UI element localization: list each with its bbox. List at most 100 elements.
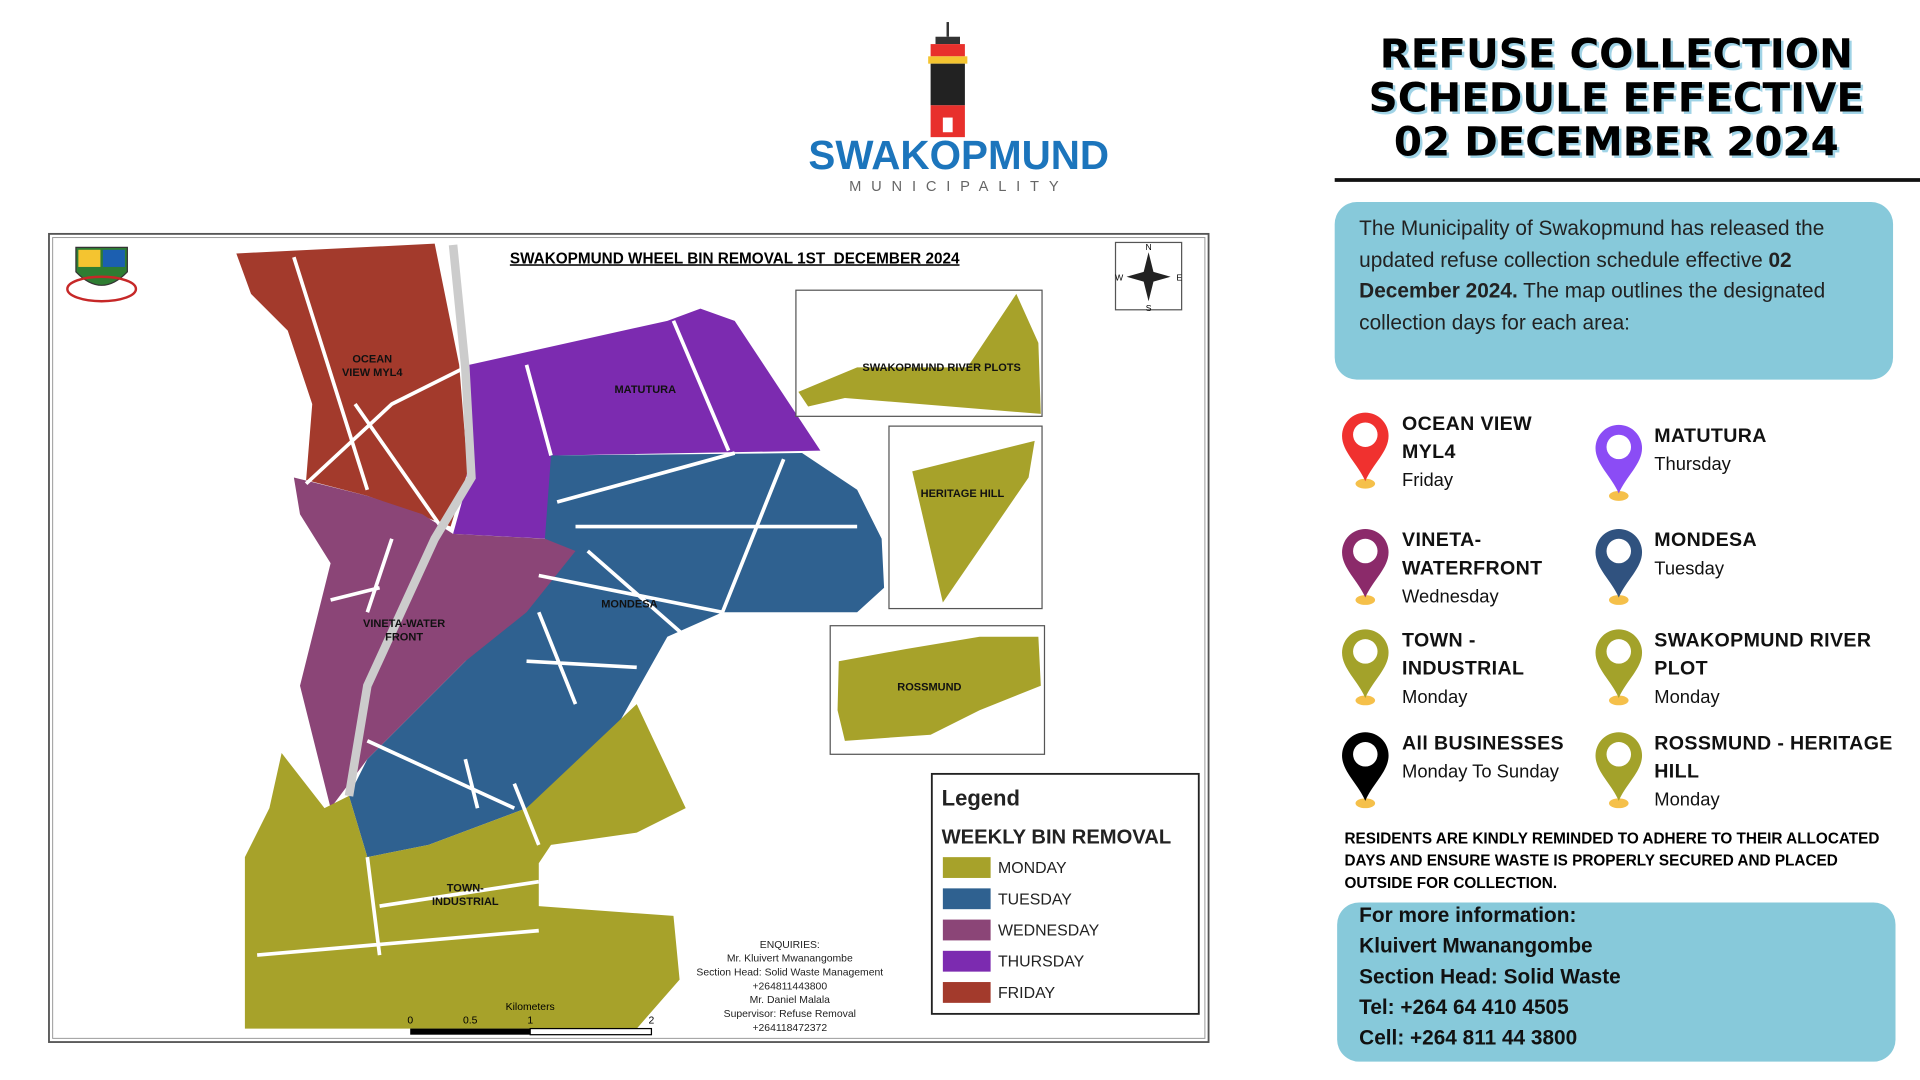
legend-swatch [942,950,991,972]
schedule-entry: SWAKOPMUND RIVER PLOT Monday [1654,627,1917,711]
logo-subtitle: MUNICIPALITY [849,179,1068,195]
collection-day: Tuesday [1654,558,1725,580]
area-label: ROSSMUND [897,682,961,694]
pin [1342,629,1389,706]
compass-letter: E [1176,272,1182,282]
intro-date: 02 December 2024. [1359,247,1792,303]
scale-tick-label: 1 [527,1016,533,1027]
schedule-text: TOWN - INDUSTRIAL Monday [1402,627,1580,711]
area-name: ROSSMUND - HERITAGE HILL [1654,733,1893,783]
compass-letter: W [1115,272,1124,282]
area-label: MATUTURA [615,384,677,396]
area-name: MONDESA [1654,530,1758,552]
schedule-text: OCEAN VIEW MYL4 Friday [1402,410,1580,494]
legend-label: FRIDAY [998,985,1056,1002]
pin-base [1355,798,1376,809]
pin-marker [1342,412,1389,482]
pin [1595,629,1643,706]
area-label: MONDESA [601,598,657,610]
intro: The Municipality of Swakopmund has relea… [1359,213,1879,338]
contact-line: Cell: +264 811 44 3800 [1359,1026,1577,1049]
enquiry-line: Supervisor: Refuse Removal [724,1009,856,1020]
pin-hole [1353,422,1378,447]
main-road [344,244,476,797]
schedule-text: ROSSMUND - HERITAGE HILL Monday [1654,730,1917,814]
collection-day: Friday [1402,470,1454,492]
schedule-text: MATUTURA Thursday [1654,422,1917,478]
area-label: VIEW MYL4 [342,367,403,379]
collection-day: Thursday [1654,454,1731,476]
road [256,256,858,957]
collection-day: Wednesday [1402,586,1499,608]
logo-icon [928,22,968,138]
crest [66,246,138,303]
enquiry-line: Mr. Kluivert Mwanangombe [727,954,853,965]
pin-base [1608,798,1629,809]
schedule-text: MONDESA Tuesday [1654,527,1917,583]
area-name: SWAKOPMUND RIVER PLOT [1654,630,1872,680]
area-label: TOWN- [447,882,484,894]
pin-hole [1353,538,1378,564]
pin [1595,732,1643,809]
enquiry-line: ENQUIRIES: [760,940,820,951]
reminder: RESIDENTS ARE KINDLY REMINDED TO ADHERE … [1344,830,1879,891]
schedule-text: SWAKOPMUND RIVER PLOT Monday [1654,627,1917,711]
area-name: MATUTURA [1654,426,1767,447]
pin-marker [1342,528,1389,598]
schedule-entry: OCEAN VIEW MYL4 Friday [1402,410,1580,494]
pin-base [1608,595,1629,605]
schedule-entry: MATUTURA Thursday [1654,422,1917,478]
contact-line: Section Head: Solid Waste [1359,965,1621,988]
area-label: HERITAGE HILL [921,488,1005,500]
contact-line: Tel: +264 64 410 4505 [1359,996,1568,1019]
legend-title: Legend [942,786,1020,811]
pin-hole [1606,639,1632,664]
collection-day: Monday To Sunday [1402,761,1559,783]
title-line: SCHEDULE EFFECTIVE [1369,73,1864,121]
intro-text: The Municipality of Swakopmund has relea… [1359,213,1879,338]
pin [1595,528,1643,605]
area-label: FRONT [385,631,423,643]
area-name: TOWN - INDUSTRIAL [1402,630,1525,680]
scale-title: Kilometers [506,1002,555,1013]
enquiry-line: Section Head: Solid Waste Management [696,967,883,978]
area-label: INDUSTRIAL [432,896,499,908]
pin-hole [1353,639,1378,664]
map-title: SWAKOPMUND WHEEL BIN REMOVAL 1ST DECEMBE… [510,250,960,267]
legend-subtitle: WEEKLY BIN REMOVAL [942,827,1172,849]
pin-base [1355,695,1376,706]
enquiry-line: +264811443800 [752,981,827,992]
legend-label: MONDAY [998,860,1067,877]
zone-rossmund [837,636,1041,741]
contact-line: Kluivert Mwanangombe [1359,935,1592,958]
area-label: OCEAN [352,353,392,365]
pin [1342,412,1389,489]
pin-hole [1353,742,1378,767]
map-inner-frame [52,237,1206,1039]
legend-label: THURSDAY [998,954,1085,971]
zone-ocean-view [236,243,468,527]
zone-matutura [453,308,821,539]
contact-box [1337,902,1896,1062]
zone-river-plots [798,293,1041,414]
pin [1342,528,1389,605]
compass-rose [1126,252,1171,302]
schedule-entry: All BUSINESSES Monday To Sunday [1402,733,1564,783]
compass-letter: S [1146,303,1152,313]
title-line: REFUSE COLLECTION [1380,29,1853,77]
pin-base [1608,491,1629,501]
title-line: 02 DECEMBER 2024 [1394,118,1839,166]
legend-label: WEDNESDAY [998,923,1100,940]
legend-swatch [942,857,991,878]
area-name: All BUSINESSES [1402,733,1564,755]
zone-heritage-hill [912,440,1035,603]
compass-letter: N [1145,242,1151,252]
pin-hole [1606,434,1632,460]
contact-line: For more information: [1359,904,1576,927]
zone-mondesa [348,453,885,858]
intro-text-part: The Municipality of Swakopmund has relea… [1359,216,1825,272]
enquiry-line: Mr. Daniel Malala [750,995,830,1006]
intro-box [1334,202,1894,380]
scale-bar [410,1028,531,1035]
